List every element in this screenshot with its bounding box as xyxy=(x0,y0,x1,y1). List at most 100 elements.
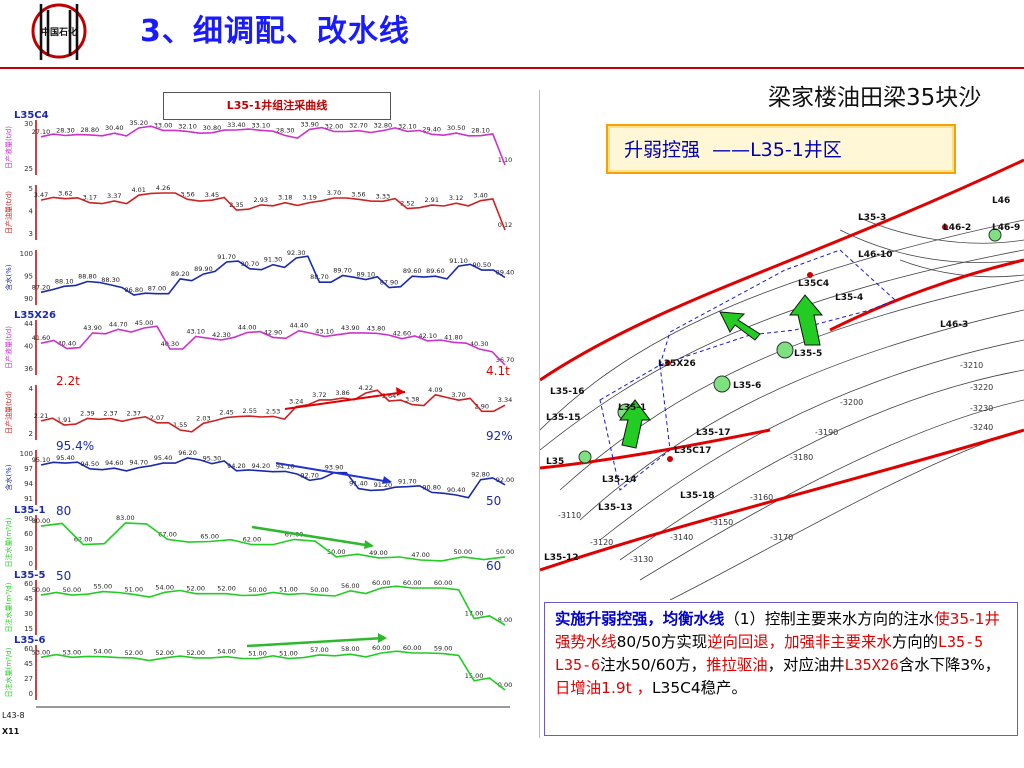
data-value-label: 91.70 xyxy=(217,253,236,261)
data-value-label: 54.00 xyxy=(217,648,236,656)
svg-text:L46-9: L46-9 xyxy=(992,223,1020,233)
data-value-label: 3.33 xyxy=(376,192,390,200)
data-value-label: 50.00 xyxy=(454,548,473,556)
y-tick-label: 97 xyxy=(24,465,33,473)
data-value-label: 60.00 xyxy=(372,644,391,652)
chart-title: L35-1井组注采曲线 xyxy=(163,92,391,120)
svg-text:-3190: -3190 xyxy=(815,428,838,437)
data-value-label: 67.00 xyxy=(158,530,177,538)
L35-5-increase-arrow xyxy=(246,636,386,648)
data-value-label: 60.00 xyxy=(372,579,391,587)
annotation-after: 60 xyxy=(486,559,501,573)
data-value-label: 94.20 xyxy=(227,462,246,470)
svg-text:L46-10: L46-10 xyxy=(858,250,893,260)
data-value-label: 50.00 xyxy=(496,548,515,556)
data-value-label: 28.80 xyxy=(81,126,100,134)
data-value-label: 3.38 xyxy=(405,396,419,404)
y-tick-label: 30 xyxy=(24,120,33,128)
y-tick-label: 25 xyxy=(24,165,33,173)
data-value-label: 42.60 xyxy=(393,330,412,338)
annotation-before: 50 xyxy=(56,569,71,583)
series-line xyxy=(40,255,506,296)
data-value-label: 91.20 xyxy=(374,481,393,489)
data-value-label: 89.70 xyxy=(333,266,352,274)
data-value-label: 95.40 xyxy=(56,454,75,462)
data-value-label: 2.52 xyxy=(400,200,414,208)
data-value-label: 89.20 xyxy=(171,270,190,278)
data-value-label: 62.00 xyxy=(243,536,262,544)
data-value-label: 87.20 xyxy=(32,283,51,291)
data-value-label: 43.10 xyxy=(315,327,334,335)
series-line xyxy=(40,389,506,433)
well-group-label: L35C4 xyxy=(14,110,49,121)
series-line xyxy=(40,585,506,626)
data-value-label: 40.30 xyxy=(161,340,180,348)
data-value-label: 52.00 xyxy=(186,649,205,657)
watercut-decrease-arrowhead xyxy=(382,476,392,484)
data-value-label: 54.00 xyxy=(155,583,174,591)
map-title: 梁家楼油田梁35块沙 xyxy=(768,85,982,111)
data-value-label: 47.00 xyxy=(411,551,430,559)
data-value-label: 2.93 xyxy=(254,196,268,204)
y-tick-label: 60 xyxy=(24,580,33,588)
oil-increase-arrow xyxy=(284,391,406,410)
data-value-label: 50.00 xyxy=(327,548,346,556)
data-value-label: 51.00 xyxy=(248,650,267,658)
data-value-label: 91.70 xyxy=(398,478,417,486)
data-value-label: 54.00 xyxy=(94,648,113,656)
data-value-label: 42.90 xyxy=(264,328,283,336)
data-value-label: 49.00 xyxy=(369,549,388,557)
curve-row-8: 日注水量(m³/d) 60 45 27 0 53.00 53.00 54.00 52.00 52.… xyxy=(4,635,512,700)
data-value-label: 52.00 xyxy=(124,649,143,657)
header-divider xyxy=(0,67,1024,69)
desc-p10: L35X26 xyxy=(844,656,899,674)
data-value-label: 44.40 xyxy=(289,322,308,330)
data-value-label: 89.40 xyxy=(496,269,515,277)
data-value-label: 2.03 xyxy=(196,414,210,422)
annotation-before: 95.4% xyxy=(56,439,94,453)
y-axis-label: 日产液量(t/d) xyxy=(4,126,13,169)
well-L35C17-marker xyxy=(667,456,673,462)
svg-text:-3200: -3200 xyxy=(840,398,863,407)
y-tick-label: 2 xyxy=(29,430,33,438)
data-value-label: 94.10 xyxy=(276,462,295,470)
data-value-label: 60.00 xyxy=(403,644,422,652)
svg-text:-3140: -3140 xyxy=(670,533,693,542)
svg-text:-3170: -3170 xyxy=(770,533,793,542)
svg-text:-3230: -3230 xyxy=(970,404,993,413)
data-value-label: 87.90 xyxy=(380,279,399,287)
data-value-label: 91.10 xyxy=(449,257,468,265)
data-value-label: 3.12 xyxy=(449,194,463,202)
data-value-label: 42.10 xyxy=(418,332,437,340)
desc-p9: ，对应油井 xyxy=(767,656,845,674)
data-value-label: 89.90 xyxy=(194,265,213,273)
well-group-label: L35X26 xyxy=(14,310,56,321)
svg-text:L35-18: L35-18 xyxy=(680,491,715,501)
data-value-label: 60.00 xyxy=(434,579,453,587)
data-value-label: 1.10 xyxy=(498,156,512,164)
data-value-label: 43.80 xyxy=(367,324,386,332)
oilfield-structure-map: -3110 -3120 -3130 -3140 -3150 -3160 -317… xyxy=(540,100,1024,600)
y-tick-label: 40 xyxy=(24,343,33,351)
data-value-label: 2.90 xyxy=(475,402,489,410)
data-value-label: 90.70 xyxy=(240,260,259,268)
svg-text:-3130: -3130 xyxy=(630,555,653,564)
y-axis-label: 含水(%) xyxy=(4,464,13,490)
annotation-after: 4.1t xyxy=(486,364,510,378)
data-value-label: 4.01 xyxy=(131,186,145,194)
data-value-label: 52.00 xyxy=(186,585,205,593)
data-value-label: 92.00 xyxy=(496,476,515,484)
y-tick-label: 91 xyxy=(24,495,33,503)
svg-text:L35: L35 xyxy=(546,457,564,467)
desc-lead: 实施升弱控强，均衡水线 xyxy=(555,610,725,628)
desc-p13: L35C4稳产。 xyxy=(651,679,747,697)
y-tick-label: 30 xyxy=(24,610,33,618)
data-value-label: 88.30 xyxy=(101,276,120,284)
data-value-label: 3.56 xyxy=(180,190,194,198)
curve-row-2: 含水(%) 100 95 90 87.20 88.10 88.80 88.30 86.80 87.… xyxy=(4,249,514,305)
data-value-label: 2.37 xyxy=(127,410,141,418)
series-line xyxy=(40,192,506,231)
data-value-label: 80.00 xyxy=(32,517,51,525)
y-axis-label: 日注水量(m³/d) xyxy=(4,582,13,632)
